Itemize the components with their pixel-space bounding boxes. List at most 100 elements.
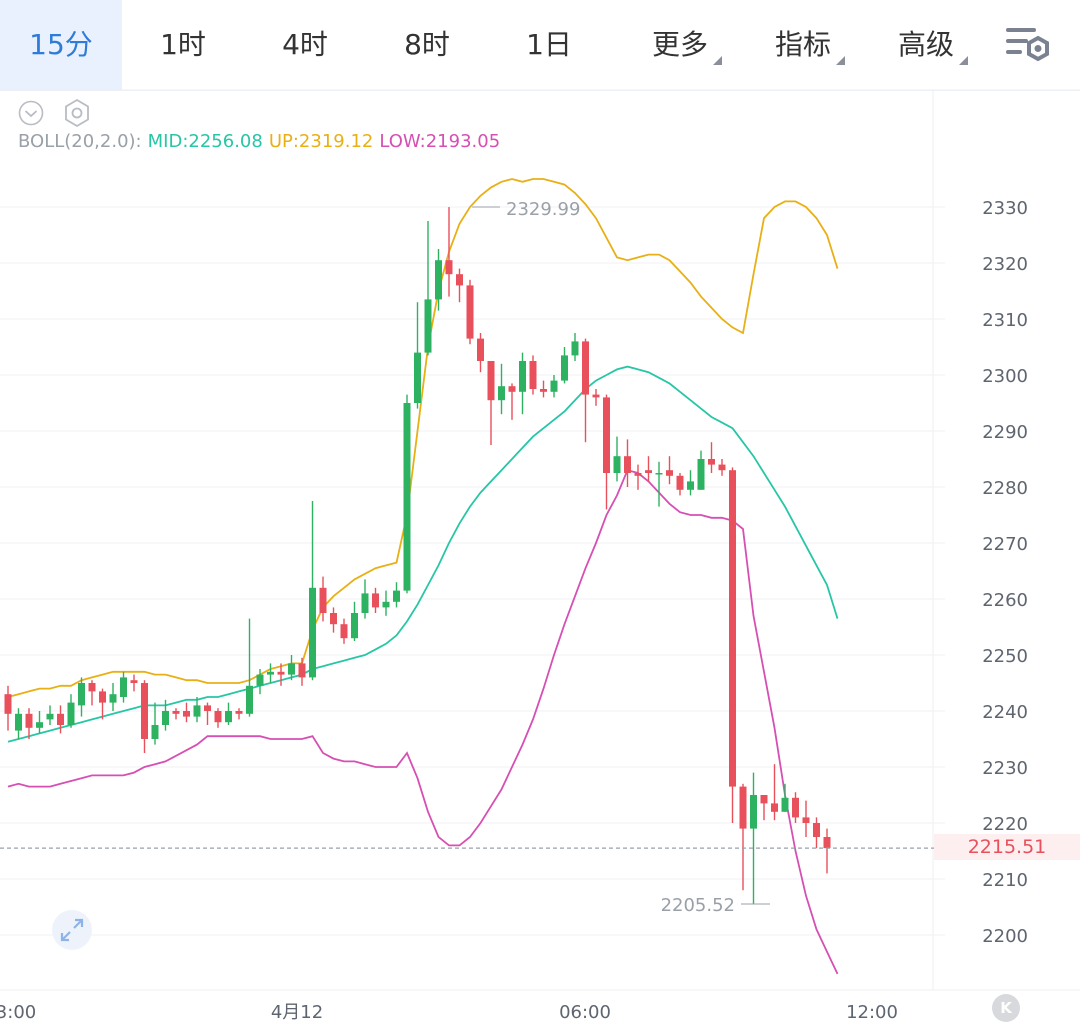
candle-body bbox=[529, 361, 537, 389]
chart-settings-icon[interactable] bbox=[1002, 22, 1054, 68]
boll-legend: BOLL(20,2.0): MID:2256.08 UP:2319.12 LOW:21… bbox=[18, 131, 506, 152]
candle-body bbox=[435, 260, 442, 300]
tab-2[interactable]: 4时 bbox=[244, 0, 366, 90]
candle-body bbox=[88, 683, 96, 692]
candle-body bbox=[225, 711, 232, 723]
high-price-label: 2329.99 bbox=[506, 199, 580, 220]
candle-body bbox=[393, 590, 400, 602]
candle-body bbox=[162, 711, 169, 725]
candle-body bbox=[813, 823, 820, 837]
y-tick-label: 2230 bbox=[982, 758, 1028, 779]
candle-body bbox=[382, 601, 390, 608]
candle-body bbox=[361, 593, 369, 613]
y-tick-label: 2280 bbox=[982, 478, 1028, 499]
candle-body bbox=[603, 397, 610, 473]
candle-body bbox=[267, 671, 274, 675]
candle-body bbox=[487, 361, 495, 401]
candle-body bbox=[771, 803, 778, 812]
candle-body bbox=[582, 341, 589, 395]
candle-body bbox=[676, 475, 684, 490]
candle-body bbox=[466, 285, 474, 339]
boll-lower-line bbox=[7, 469, 839, 975]
boll-up-value: UP:2319.12 bbox=[268, 131, 374, 152]
candle-body bbox=[645, 470, 652, 473]
candle-body bbox=[57, 713, 64, 725]
candle-body bbox=[372, 593, 379, 608]
boll-mid-value: MID:2256.08 bbox=[147, 131, 263, 152]
candle-body bbox=[445, 260, 453, 275]
candle-body bbox=[214, 711, 222, 723]
boll-low-value: LOW:2193.05 bbox=[379, 131, 501, 152]
low-price-label: 2205.52 bbox=[661, 895, 735, 916]
tab-3[interactable]: 8时 bbox=[366, 0, 488, 90]
candle-body bbox=[319, 587, 327, 613]
candle-body bbox=[256, 674, 264, 686]
candle-body bbox=[4, 694, 12, 714]
candle-body bbox=[540, 389, 547, 392]
dropdown-caret-icon bbox=[959, 56, 968, 65]
y-tick-label: 2250 bbox=[982, 646, 1028, 667]
tab-label: 15分 bbox=[29, 28, 93, 61]
candle-body bbox=[193, 705, 201, 717]
dropdown-caret-icon bbox=[713, 56, 722, 65]
y-tick-label: 2330 bbox=[982, 198, 1028, 219]
expand-icon[interactable] bbox=[52, 910, 92, 950]
current-price-tag: 2215.51 bbox=[934, 834, 1080, 860]
candle-body bbox=[330, 613, 337, 625]
tab-0[interactable]: 15分 bbox=[0, 0, 122, 90]
candle-body bbox=[561, 355, 568, 381]
candle-body bbox=[792, 797, 799, 818]
candle-body bbox=[424, 299, 432, 353]
candle-body bbox=[760, 795, 768, 804]
tab-1[interactable]: 1时 bbox=[122, 0, 244, 90]
timeframe-tabs: 15分 1时 4时 8时 1日 更多 指标 高级 bbox=[0, 0, 1080, 91]
candle-body bbox=[183, 711, 190, 717]
boll-upper-line bbox=[7, 178, 839, 698]
candle-body bbox=[172, 711, 180, 714]
candle-body bbox=[99, 691, 106, 703]
candle-body bbox=[298, 663, 306, 678]
tab-label: 4时 bbox=[282, 28, 328, 61]
tab-7[interactable]: 高级 bbox=[866, 0, 986, 90]
tab-5[interactable]: 更多 bbox=[620, 0, 740, 90]
y-tick-label: 2220 bbox=[982, 814, 1028, 835]
candle-body bbox=[550, 380, 558, 392]
candle-body bbox=[687, 481, 694, 490]
y-tick-label: 2320 bbox=[982, 254, 1028, 275]
candle-body bbox=[46, 713, 54, 720]
candle-body bbox=[708, 459, 715, 465]
candle-body bbox=[655, 473, 663, 475]
candle-body bbox=[340, 624, 348, 639]
tab-4[interactable]: 1日 bbox=[488, 0, 610, 90]
candle-body bbox=[718, 464, 726, 471]
y-tick-label: 2200 bbox=[982, 926, 1028, 947]
candle-body bbox=[781, 797, 789, 812]
y-tick-label: 2270 bbox=[982, 534, 1028, 555]
candle-body bbox=[750, 795, 757, 829]
gear-icon[interactable] bbox=[62, 98, 92, 128]
candle-body bbox=[613, 456, 621, 473]
candle-body bbox=[739, 786, 747, 829]
candle-body bbox=[151, 725, 159, 739]
candle-body bbox=[666, 470, 673, 476]
candle-body bbox=[120, 677, 127, 697]
candle-body bbox=[519, 361, 526, 392]
candle-body bbox=[277, 671, 285, 675]
tab-label: 指标 bbox=[774, 28, 831, 61]
candle-body bbox=[729, 470, 736, 787]
y-tick-label: 2210 bbox=[982, 870, 1028, 891]
candle-body bbox=[802, 817, 810, 823]
tab-label: 1日 bbox=[526, 28, 572, 61]
k-line-button[interactable]: K bbox=[992, 994, 1020, 1022]
candle-body bbox=[403, 403, 411, 591]
candle-body bbox=[592, 394, 600, 398]
eye-icon[interactable] bbox=[18, 100, 44, 126]
tab-label: 8时 bbox=[404, 28, 450, 61]
candle-body bbox=[508, 386, 516, 392]
candle-body bbox=[246, 685, 253, 714]
tab-label: 高级 bbox=[897, 28, 954, 61]
candle-body bbox=[67, 702, 75, 725]
candle-body bbox=[571, 341, 579, 356]
tab-6[interactable]: 指标 bbox=[743, 0, 863, 90]
